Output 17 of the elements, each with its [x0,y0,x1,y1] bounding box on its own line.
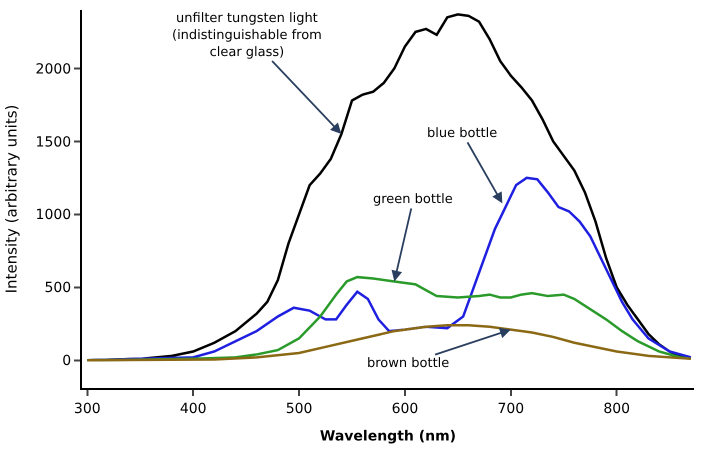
y-tick-label: 0 [62,353,72,370]
x-tick-label: 300 [74,400,101,417]
x-axis-title: Wavelength (nm) [320,428,456,445]
x-tick-label: 800 [603,400,630,417]
x-tick-label: 500 [286,400,312,417]
x-tick-label: 600 [392,400,418,417]
x-tick-label: 400 [180,400,207,417]
annotation: unfilter tungsten light (indistinguishable from clear glass) [172,11,322,60]
y-tick-label: 1500 [36,134,72,150]
annotation: green bottle [373,192,453,207]
annotation: blue bottle [427,126,498,141]
y-tick-label: 1000 [36,207,72,224]
y-tick-label: 2000 [36,61,72,78]
x-tick-label: 700 [497,400,524,417]
y-axis-title: Intensity (arbitrary units) [2,104,20,294]
annotation: brown bottle [367,356,450,371]
y-tick-label: 500 [44,280,72,296]
